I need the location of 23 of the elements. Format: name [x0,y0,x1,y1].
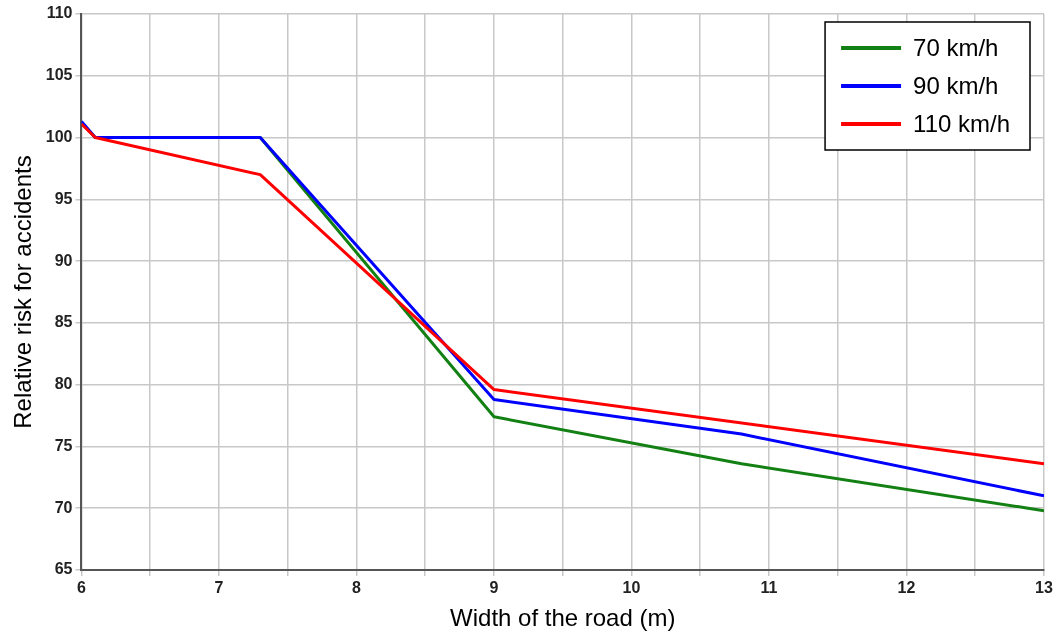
y-tick-label: 75 [54,436,73,454]
y-tick-label: 110 [46,4,73,22]
x-tick-label: 9 [489,579,499,597]
x-axis-title: Width of the road (m) [450,604,676,632]
y-tick-label: 65 [54,560,73,578]
y-tick-label: 95 [54,189,73,207]
y-axis-title: Relative risk for accidents [9,155,37,429]
y-tick-label: 90 [54,251,73,269]
x-tick-label: 6 [77,579,87,597]
y-tick-label: 80 [54,375,73,393]
y-tick-label: 85 [54,313,73,331]
y-tick-label: 100 [45,127,73,145]
x-tick-label: 13 [1035,579,1053,597]
y-tick-label: 105 [45,66,73,84]
x-tick-label: 12 [897,579,916,597]
legend-label: 70 km/h [913,33,999,61]
x-tick-label: 11 [760,579,778,597]
x-tick-label: 10 [622,579,641,597]
legend-label: 110 km/h [913,109,1010,137]
y-tick-label: 70 [54,498,73,516]
legend-label: 90 km/h [913,71,999,99]
x-tick-label: 8 [352,579,362,597]
x-tick-label: 7 [214,579,224,597]
